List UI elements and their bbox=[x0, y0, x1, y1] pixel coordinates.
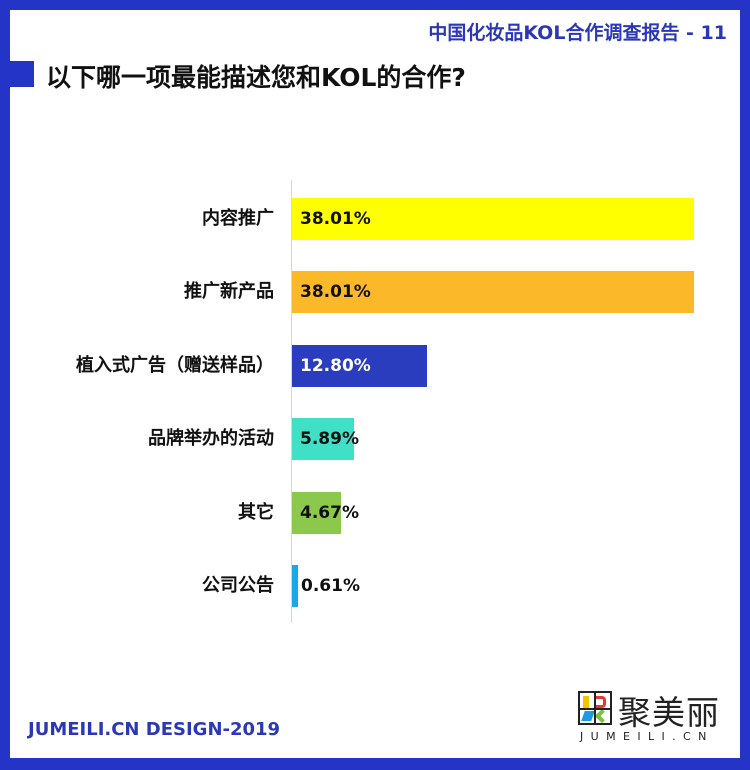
bar-row: 其它 4.67% bbox=[10, 492, 740, 534]
y-axis-line bbox=[291, 180, 292, 623]
footer-credit: JUMEILI.CN DESIGN-2019 bbox=[28, 719, 281, 740]
bar bbox=[292, 271, 694, 313]
value-label: 5.89% bbox=[300, 429, 359, 449]
logo-text-cn: 聚美丽 bbox=[618, 693, 720, 732]
category-label: 公司公告 bbox=[202, 575, 274, 596]
report-panel: 中国化妆品KOL合作调查报告 - 11 以下哪一项最能描述您和KOL的合作? 内… bbox=[0, 10, 740, 758]
category-label: 品牌举办的活动 bbox=[148, 428, 274, 449]
bar bbox=[292, 418, 354, 460]
category-label: 内容推广 bbox=[202, 208, 274, 229]
jumeili-logo: 聚美丽 JUMEILI.CN bbox=[576, 688, 726, 750]
bar-row: 植入式广告（赠送样品） 12.80% bbox=[10, 345, 740, 387]
value-label: 12.80% bbox=[300, 356, 371, 376]
bar bbox=[292, 565, 298, 607]
category-label: 其它 bbox=[238, 502, 274, 523]
logo-text-en: JUMEILI.CN bbox=[580, 730, 714, 743]
value-label: 38.01% bbox=[300, 282, 371, 302]
bar-row: 公司公告 0.61% bbox=[10, 565, 740, 607]
category-label: 推广新产品 bbox=[184, 281, 274, 302]
value-label: 0.61% bbox=[301, 576, 360, 596]
bar bbox=[292, 345, 427, 387]
value-label: 38.01% bbox=[300, 209, 371, 229]
chart-title: 以下哪一项最能描述您和KOL的合作? bbox=[46, 63, 466, 92]
bar-row: 内容推广 38.01% bbox=[10, 198, 740, 240]
category-label: 植入式广告（赠送样品） bbox=[76, 355, 274, 376]
logo-mark-icon bbox=[578, 691, 612, 725]
title-accent-block bbox=[0, 61, 34, 87]
bar bbox=[292, 198, 694, 240]
value-label: 4.67% bbox=[300, 503, 359, 523]
bar-row: 品牌举办的活动 5.89% bbox=[10, 418, 740, 460]
bar-row: 推广新产品 38.01% bbox=[10, 271, 740, 313]
report-title: 中国化妆品KOL合作调查报告 - 11 bbox=[428, 22, 727, 44]
bar bbox=[292, 492, 341, 534]
